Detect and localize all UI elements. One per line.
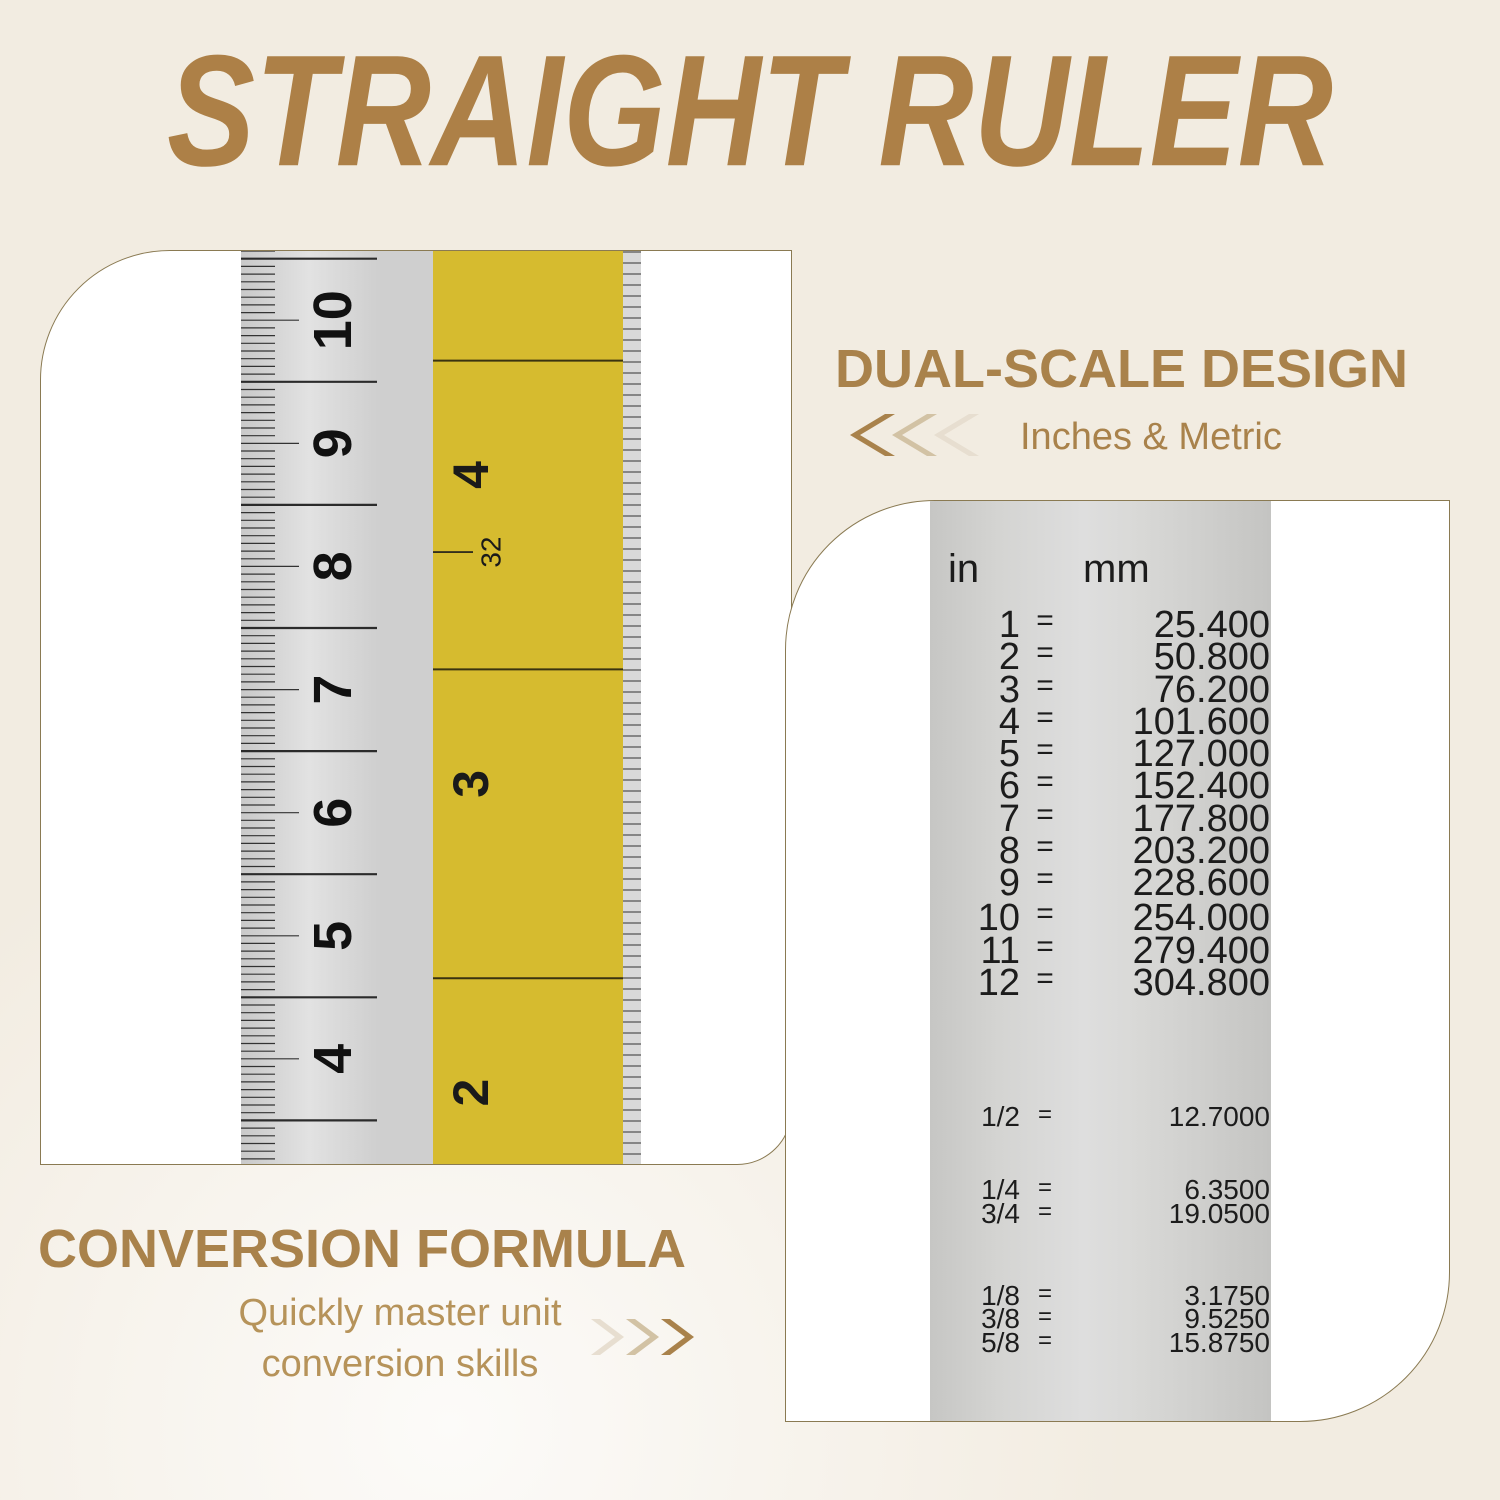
svg-text:6: 6 bbox=[303, 798, 363, 828]
svg-text:3: 3 bbox=[443, 770, 499, 798]
svg-text:9: 9 bbox=[303, 428, 363, 458]
svg-text:8: 8 bbox=[303, 551, 363, 581]
svg-text:5: 5 bbox=[303, 921, 363, 951]
svg-text:4: 4 bbox=[443, 461, 499, 489]
svg-text:2: 2 bbox=[443, 1079, 499, 1107]
svg-text:7: 7 bbox=[303, 675, 363, 705]
svg-text:32: 32 bbox=[476, 537, 507, 568]
svg-text:10: 10 bbox=[303, 290, 363, 350]
svg-text:4: 4 bbox=[303, 1044, 363, 1074]
